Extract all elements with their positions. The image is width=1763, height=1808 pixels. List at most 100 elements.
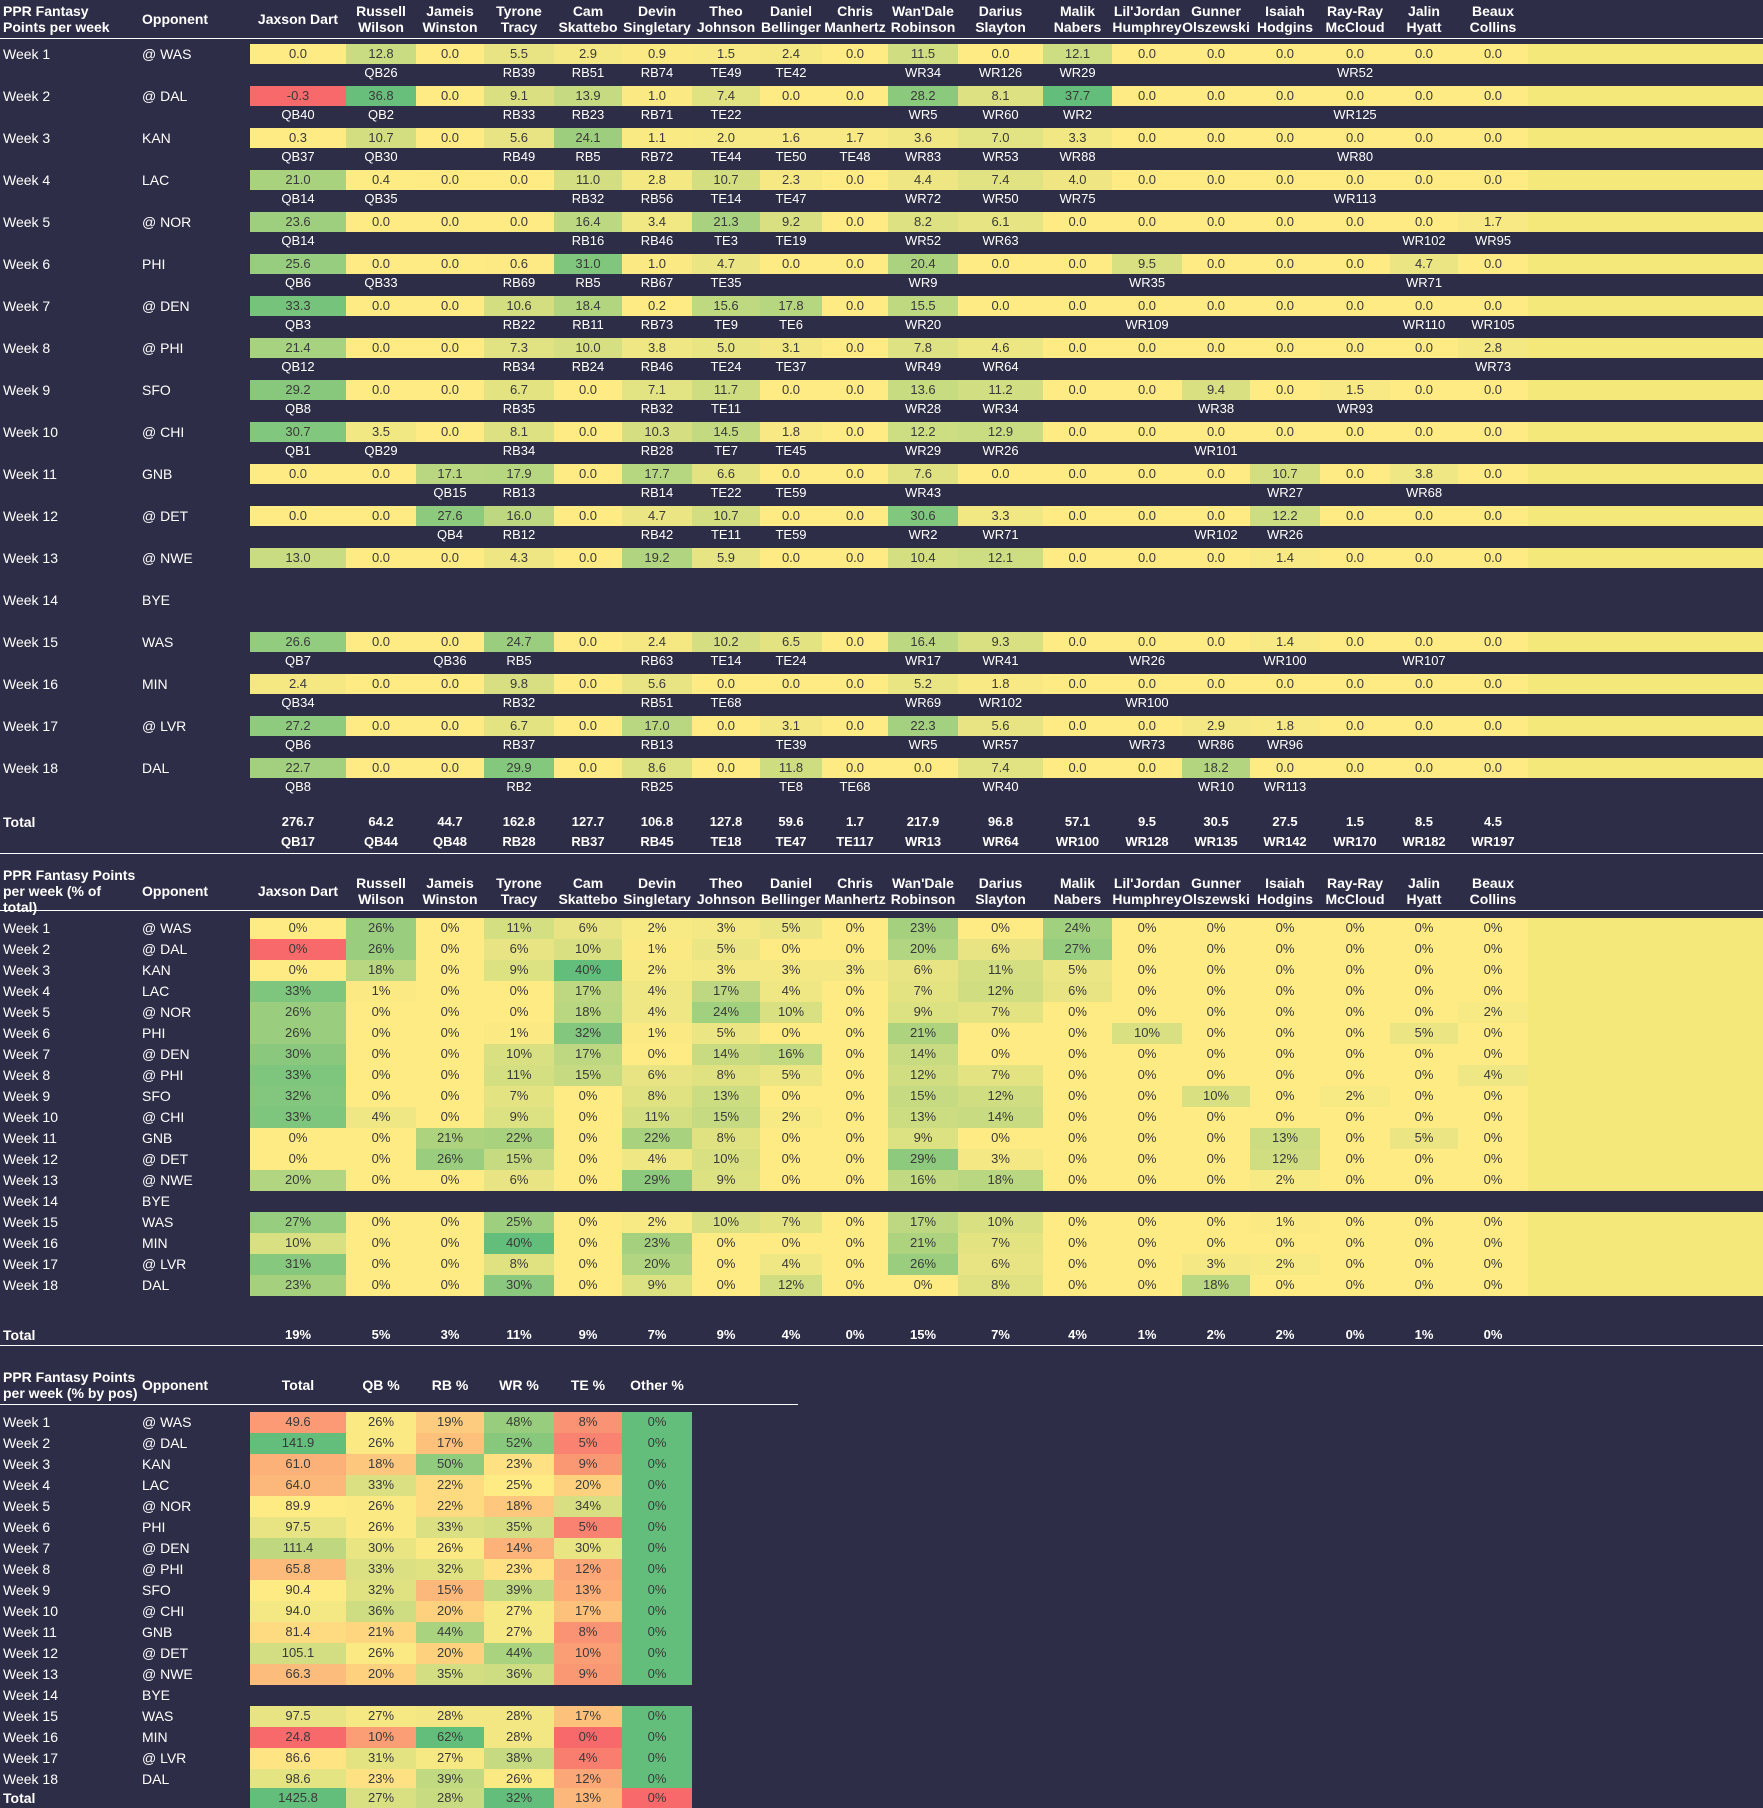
position-rank: RB5 [575,275,601,290]
pos-cell: 23% [484,1454,554,1475]
position-rank: TE50 [775,149,807,164]
position-rank: WR105 [1471,317,1515,332]
week-label: Week 7 [3,1540,51,1556]
total-value: 4% [1068,1327,1087,1342]
percent-cell: 0% [554,1149,622,1170]
position-rank: TE59 [775,527,807,542]
week-label: Week 4 [3,172,51,188]
pos-cell: 66.3 [250,1664,346,1685]
weekly-header [0,0,1763,39]
pos-cell: 15% [416,1580,484,1601]
points-cell: 0.0 [958,296,1043,316]
pos-cell: 94.0 [250,1601,346,1622]
points-cell: 0.0 [1390,380,1458,400]
opponent-label: @ CHI [142,1603,185,1619]
points-cell: 6.1 [958,212,1043,232]
points-cell: 13.0 [250,548,346,568]
position-rank: QB36 [433,653,467,668]
week-label: Week 12 [3,1151,58,1167]
points-cell: 9.8 [484,674,554,694]
player-header: Malik Nabers [1053,875,1102,907]
percent-cell: 0% [416,1044,484,1065]
percent-cell: 0% [346,1254,416,1275]
percent-cell: 1% [346,981,416,1002]
points-cell: 9.2 [760,212,822,232]
pos-cell: 24.8 [250,1727,346,1748]
points-cell: 1.8 [760,422,822,442]
week-label: Week 5 [3,214,51,230]
pos-cell: 4% [554,1748,622,1769]
week-label: Week 2 [3,941,51,957]
points-cell: 0.0 [822,464,888,484]
percent-cell: 0% [1043,1044,1112,1065]
position-rank: WR100 [1263,653,1307,668]
percent-cell: 33% [250,981,346,1002]
total-value: 59.6 [778,814,804,829]
points-cell: 0.0 [1250,128,1320,148]
points-cell: 0.0 [554,674,622,694]
player-header: Jalin Hyatt [1406,3,1442,35]
points-cell: 0.0 [958,464,1043,484]
player-header: Daniel Bellinger [761,875,821,907]
pos-cell: 20% [416,1643,484,1664]
percent-cell: 1% [484,1023,554,1044]
percent-cell: 0% [958,918,1043,939]
player-header: Jaxson Dart [257,11,339,27]
position-rank: RB51 [640,695,674,710]
pos-cell: 44% [484,1643,554,1664]
points-cell: 0.0 [1320,212,1390,232]
week-label: Week 10 [3,1109,58,1125]
opponent-label: BYE [142,592,171,608]
pos-cell: 10% [346,1727,416,1748]
position-rank: RB71 [640,107,674,122]
position-rank: WR28 [904,401,942,416]
percent-cell: 0% [1390,1107,1458,1128]
percent-cell: 10% [250,1233,346,1254]
position-rank: TE42 [775,65,807,80]
percent-cell: 0% [1390,1212,1458,1233]
percent-cell: 0% [416,918,484,939]
points-cell: 0.0 [416,338,484,358]
points-cell: 0.0 [1182,674,1250,694]
percent-cell: 0% [1458,1128,1528,1149]
pos-total-value: 0% [622,1788,692,1808]
week-label: Week 1 [3,1414,51,1430]
percent-cell: 0% [1112,1275,1182,1296]
position-rank: WR9 [908,275,938,290]
pos-cell: 9% [554,1664,622,1685]
points-cell: 24.1 [554,128,622,148]
player-header: Wan'Dale Robinson [890,875,956,907]
player-header: Tyrone Tracy [496,3,542,35]
position-rank: QB3 [284,317,311,332]
points-cell: 0.0 [1112,86,1182,106]
pos-cell: 81.4 [250,1622,346,1643]
percent-cell: 0% [1320,1023,1390,1044]
points-cell: 0.0 [416,674,484,694]
position-rank: RB2 [506,779,532,794]
position-rank: TE39 [775,737,807,752]
total-rank: WR100 [1055,834,1100,849]
points-cell: 3.8 [622,338,692,358]
pos-cell: 18% [346,1454,416,1475]
week-label: Week 11 [3,1624,57,1640]
percent-cell: 0% [1112,981,1182,1002]
percent-cell: 0% [822,1149,888,1170]
points-cell: 0.0 [1112,674,1182,694]
percent-cell: 0% [760,939,822,960]
points-cell: 10.7 [692,506,760,526]
total-value: 1.7 [845,814,865,829]
pos-cell: 19% [416,1412,484,1433]
percent-cell: 0% [1250,1086,1320,1107]
percent-cell: 0% [1043,1170,1112,1191]
position-rank: WR96 [1266,737,1304,752]
points-cell: 6.7 [484,380,554,400]
percent-cell: 0% [1043,1233,1112,1254]
points-cell: 0.0 [416,212,484,232]
position-rank: WR17 [904,653,942,668]
week-label: Week 14 [3,592,58,608]
pos-cell: 9% [554,1454,622,1475]
pos-cell: 25% [484,1475,554,1496]
points-cell: 7.1 [622,380,692,400]
percent-cell: 0% [1182,1107,1250,1128]
points-cell: 7.4 [958,170,1043,190]
